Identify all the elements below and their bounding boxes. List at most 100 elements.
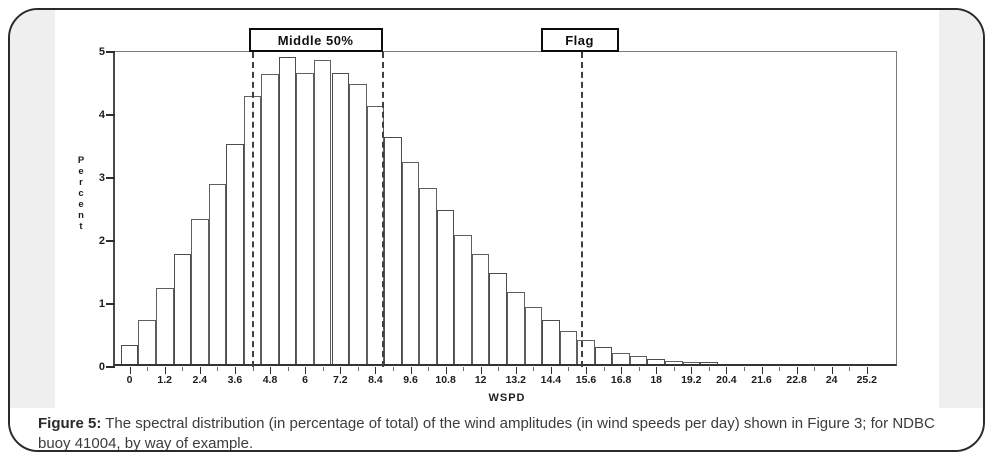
histogram-bar <box>594 347 613 364</box>
x-axis-tick <box>656 367 658 374</box>
x-axis-tick-label: 4.8 <box>262 374 278 386</box>
y-axis-title-char: t <box>79 221 83 232</box>
x-axis-tick-label: 7.2 <box>332 374 348 386</box>
histogram-bar <box>682 361 701 364</box>
y-axis-title-char: P <box>77 155 85 166</box>
histogram-bar <box>120 345 139 364</box>
x-axis-tick <box>375 367 377 374</box>
x-axis-tick <box>761 367 763 374</box>
histogram-bar <box>366 105 385 364</box>
histogram-bar <box>665 360 683 364</box>
x-axis-tick-label: 10.8 <box>435 374 456 386</box>
x-axis-tick-label: 0 <box>126 374 133 386</box>
x-axis-minor-tick <box>182 367 184 371</box>
x-axis-tick-label: 16.8 <box>610 374 632 386</box>
histogram-bar <box>278 57 297 364</box>
x-axis-minor-tick <box>849 367 851 371</box>
x-axis-tick <box>691 367 693 374</box>
x-axis-tick-label: 19.2 <box>681 374 702 386</box>
dashed-reference-line <box>580 52 583 367</box>
y-axis-title-char: e <box>78 166 84 177</box>
x-axis-tick-label: 13.2 <box>505 374 527 386</box>
x-axis-minor-tick <box>498 367 500 371</box>
y-axis-tick <box>106 177 115 179</box>
x-axis-minor-tick <box>744 367 745 371</box>
x-axis-minor-tick <box>533 367 535 371</box>
x-axis-tick <box>164 367 166 374</box>
x-axis-minor-tick <box>217 367 219 371</box>
x-axis-tick-label: 24 <box>825 374 838 386</box>
histogram-bar <box>331 72 350 364</box>
x-axis-minor-tick <box>603 367 605 371</box>
histogram-bar <box>156 288 174 364</box>
x-axis-minor-tick <box>638 367 640 371</box>
histogram-bar <box>313 60 332 364</box>
histogram-bar <box>629 356 648 364</box>
histogram-bar <box>436 209 455 364</box>
histogram-bar <box>349 83 367 364</box>
histogram-bar <box>191 219 209 364</box>
histogram-bar <box>226 143 244 364</box>
x-axis-tick-label: 21.6 <box>751 374 772 386</box>
x-axis-title: WSPD <box>488 392 526 404</box>
x-axis-minor-tick <box>287 367 289 371</box>
x-axis-tick-label: 20.4 <box>716 374 737 386</box>
x-axis-tick <box>831 367 833 374</box>
x-axis-tick-label: 9.6 <box>403 374 418 386</box>
x-axis-tick <box>515 367 517 374</box>
x-axis-tick-label: 8.4 <box>368 374 383 386</box>
histogram-bar <box>261 74 279 364</box>
histogram-bar <box>208 184 227 364</box>
x-axis-minor-tick <box>428 367 429 371</box>
y-axis-tick <box>106 114 115 116</box>
x-axis-tick <box>726 367 728 374</box>
x-axis-tick-label: 14.4 <box>540 374 562 386</box>
histogram-bar <box>700 362 718 364</box>
x-axis-tick <box>410 367 412 374</box>
x-axis-tick <box>480 367 482 374</box>
middle50-label: Middle 50% <box>277 32 354 48</box>
figure-caption: Figure 5: The spectral distribution (in … <box>10 408 983 452</box>
x-axis-tick <box>340 367 342 374</box>
y-axis-tick-label: 1 <box>98 298 105 310</box>
histogram-bar <box>401 162 420 364</box>
x-axis-tick-label: 12 <box>474 374 487 386</box>
histogram-bar <box>507 291 525 364</box>
x-axis-tick <box>270 367 271 374</box>
x-axis-tick <box>796 367 798 374</box>
x-axis-tick <box>305 367 307 374</box>
x-axis-tick <box>129 367 131 374</box>
x-axis-tick-label: 15.6 <box>575 374 597 386</box>
x-axis-minor-tick <box>779 367 781 371</box>
histogram-bar <box>419 187 437 364</box>
y-axis-tick <box>106 366 115 368</box>
dashed-reference-line <box>381 52 384 367</box>
x-axis-tick <box>234 367 236 374</box>
y-axis-title-char: c <box>78 188 84 199</box>
y-axis-tick-label: 0 <box>98 361 105 373</box>
y-axis-tick <box>106 240 115 242</box>
histogram-bar <box>489 272 507 364</box>
x-axis-minor-tick <box>322 367 324 371</box>
x-axis-minor-tick <box>147 367 149 371</box>
x-axis-tick <box>445 367 447 374</box>
x-axis-minor-tick <box>463 367 465 371</box>
histogram-bar <box>524 307 543 364</box>
y-axis-title-char: e <box>78 199 84 210</box>
histogram-bar <box>542 319 560 364</box>
x-axis-tick-label: 22.8 <box>786 374 807 386</box>
y-axis-title-char: n <box>78 210 84 221</box>
x-axis-tick-label: 1.2 <box>157 374 172 386</box>
caption-text: The spectral distribution (in percentage… <box>38 415 935 452</box>
flag-annotation-box: Flag <box>540 28 619 52</box>
x-axis-minor-tick <box>708 367 710 371</box>
x-axis-tick <box>199 367 201 374</box>
x-axis-minor-tick <box>357 367 359 371</box>
x-axis-tick <box>866 367 868 374</box>
histogram-bar <box>647 359 665 364</box>
x-axis-minor-tick <box>568 367 570 371</box>
histogram-bar <box>384 137 402 364</box>
